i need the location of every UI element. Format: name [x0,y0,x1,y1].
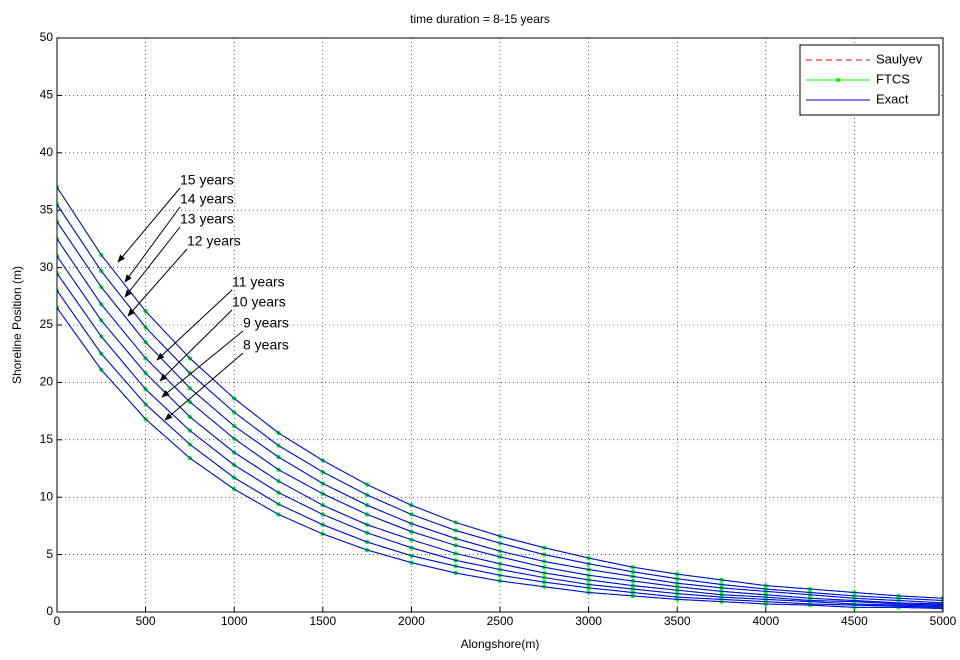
x-tick-label: 2500 [487,614,514,628]
annotation: 11 years [232,274,285,290]
y-tick-label: 0 [46,604,53,618]
annotation-arrow [164,352,244,421]
series-line [57,273,943,607]
series-line [57,290,943,608]
annotation: 15 years [180,172,234,188]
y-tick-label: 40 [40,145,54,159]
x-tick-label: 1000 [221,614,248,628]
annotation-arrow [159,309,233,382]
annotation-arrow [127,248,188,317]
annotation-arrow [117,187,181,263]
chart-title: time duration = 8-15 years [410,12,550,26]
y-tick-label: 20 [40,375,54,389]
series-line [57,307,943,610]
legend-label: Saulyev [876,51,923,66]
y-tick-label: 5 [46,547,53,561]
x-tick-label: 4500 [841,614,868,628]
annotation: 14 years [180,191,234,207]
y-tick-label: 15 [40,432,54,446]
annotation: 10 years [232,294,286,310]
annotation: 9 years [243,315,289,331]
legend-label: FTCS [876,71,910,86]
x-axis-label: Alongshore(m) [461,637,540,651]
axes-box [56,37,944,613]
x-tick-label: 0 [54,614,61,628]
legend-label: Exact [876,91,909,106]
x-tick-label: 2000 [398,614,425,628]
series-line [57,238,943,605]
y-tick-label: 10 [40,489,54,503]
x-tick-label: 3000 [575,614,602,628]
annotation: 8 years [243,337,289,353]
annotation-arrow [124,206,181,283]
plot-area [57,38,943,612]
annotation: 12 years [187,233,241,249]
x-tick-label: 4000 [752,614,779,628]
x-tick-label: 1500 [309,614,336,628]
y-tick-label: 45 [40,88,54,102]
annotation-arrow [156,289,233,361]
annotation-arrow [124,226,181,298]
x-tick-label: 5000 [930,614,957,628]
y-tick-label: 35 [40,202,54,216]
y-tick-label: 25 [40,317,54,331]
x-tick-label: 3500 [664,614,691,628]
series-line [57,221,943,604]
legend-marker [835,77,841,83]
y-tick-label: 30 [40,260,54,274]
annotation: 13 years [180,211,234,227]
series-line [57,186,943,599]
y-axis-label: Shoreline Position (m) [10,266,24,384]
annotation-arrow [161,330,244,398]
x-tick-label: 500 [136,614,156,628]
series-line [57,255,943,606]
y-tick-label: 50 [40,30,54,44]
